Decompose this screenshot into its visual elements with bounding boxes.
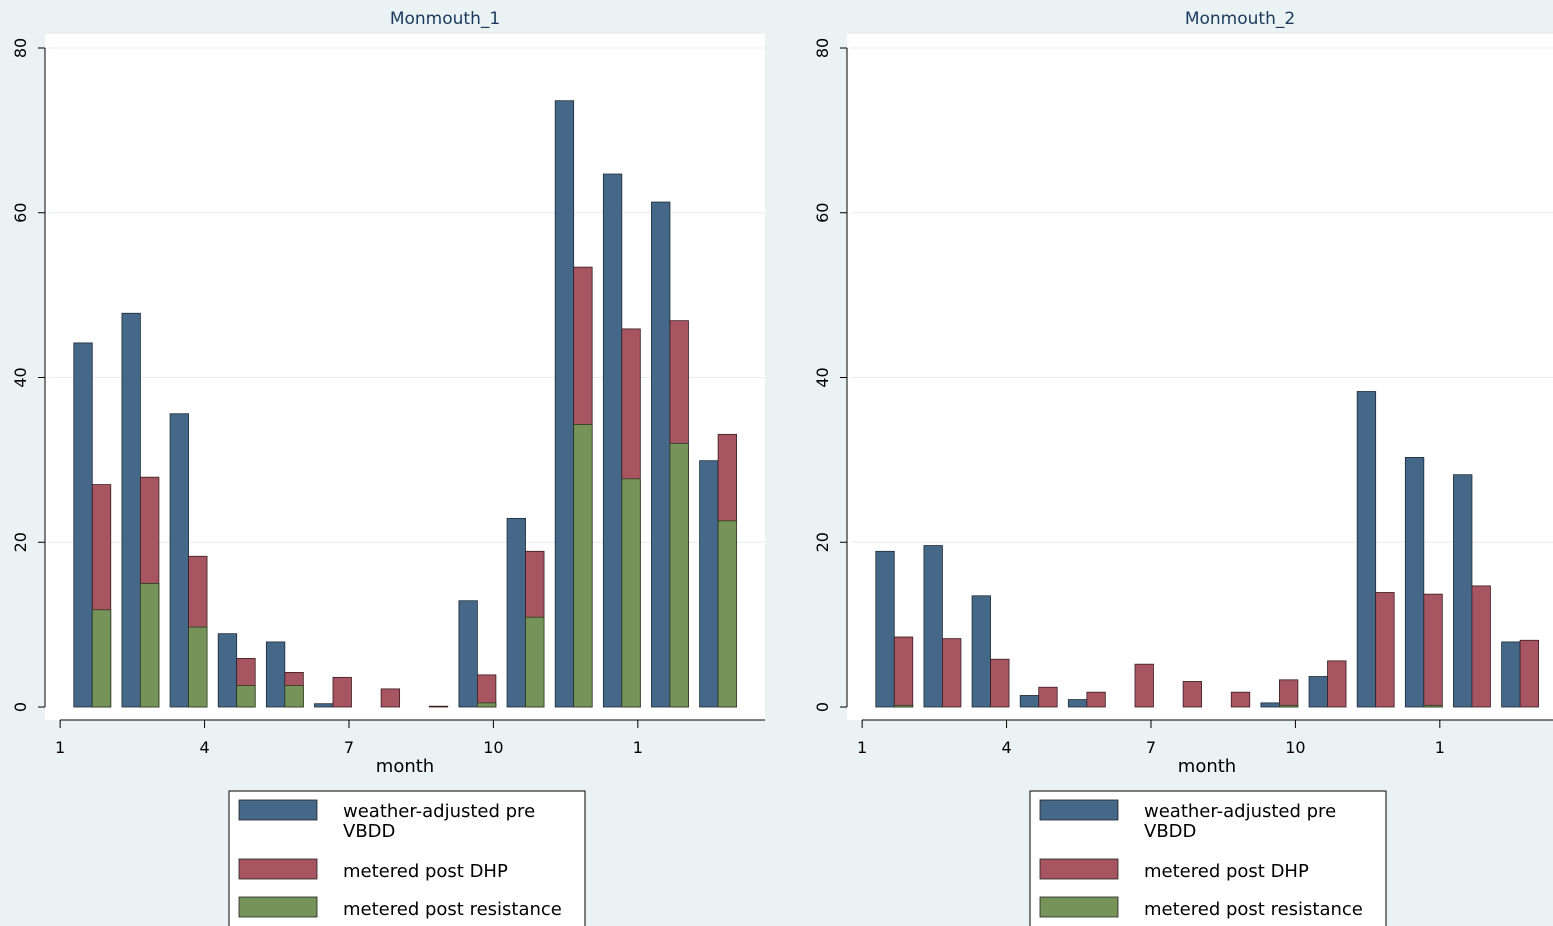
bar-post-dhp: [1182, 681, 1203, 708]
bar-post-resistance: [621, 478, 641, 708]
bar-post-dhp: [380, 688, 401, 708]
legend-label: weather-adjusted pre: [343, 801, 535, 822]
legend-swatch-post-resistance: [1039, 896, 1119, 918]
legend-label: metered post DHP: [1144, 861, 1309, 882]
bar-post-dhp: [1134, 663, 1154, 708]
bar-post-resistance: [140, 583, 160, 708]
bar-post-resistance: [893, 704, 914, 708]
bar-post-dhp: [1038, 686, 1058, 708]
bar-pre-vbdd: [217, 633, 238, 708]
bar-pre-vbdd: [506, 517, 526, 708]
bar-pre-vbdd: [73, 342, 93, 708]
bar-post-resistance: [1423, 704, 1443, 708]
legend-label-continued: VBDD: [343, 821, 395, 842]
y-tick-label: 80: [813, 38, 832, 58]
bar-post-resistance: [236, 685, 256, 708]
x-tick-label: 7: [344, 738, 354, 757]
bar-post-dhp: [1327, 660, 1347, 708]
bar-post-dhp: [332, 676, 352, 708]
bar-pre-vbdd: [121, 312, 141, 708]
bar-post-dhp: [893, 636, 914, 708]
bar-pre-vbdd: [554, 100, 575, 708]
legend-swatch-pre-vbdd: [1039, 799, 1119, 821]
bar-post-resistance: [188, 626, 208, 708]
bar-pre-vbdd: [971, 595, 991, 708]
bar-pre-vbdd: [1356, 391, 1377, 708]
bar-post-dhp: [1086, 691, 1106, 708]
legend-label: metered post resistance: [1144, 899, 1363, 920]
y-tick-label: 20: [813, 532, 832, 552]
x-tick-label: 7: [1146, 738, 1156, 757]
bar-pre-vbdd: [265, 641, 286, 708]
chart-title: Monmouth_2: [1185, 9, 1295, 29]
bar-post-dhp: [1471, 585, 1491, 708]
bar-post-resistance: [525, 616, 545, 708]
bar-pre-vbdd: [1453, 474, 1473, 708]
bar-pre-vbdd: [1260, 702, 1280, 708]
bar-pre-vbdd: [314, 703, 334, 708]
legend-swatch-post-dhp: [238, 858, 318, 880]
bar-pre-vbdd: [602, 173, 623, 708]
y-tick-label: 40: [813, 367, 832, 387]
bar-post-dhp: [1230, 691, 1251, 708]
panel-monmouth-2: Monmouth_2 0 20 40 60 80 1 4 7 10 1 month weather-ad…: [813, 9, 1553, 926]
bar-post-resistance: [1279, 704, 1299, 708]
bar-pre-vbdd: [1308, 676, 1328, 708]
x-axis-label: month: [376, 756, 434, 777]
legend-label-continued: VBDD: [1144, 821, 1196, 842]
bar-pre-vbdd: [651, 201, 671, 708]
legend-swatch-post-dhp: [1039, 858, 1119, 880]
bar-post-dhp: [1279, 679, 1299, 708]
bar-post-dhp: [428, 705, 449, 708]
bar-post-resistance: [284, 685, 304, 708]
legend-swatch-pre-vbdd: [238, 799, 318, 821]
bar-pre-vbdd: [1404, 457, 1425, 708]
legend-label: metered post DHP: [343, 861, 508, 882]
bar-post-resistance: [717, 520, 737, 708]
x-tick-label: 1: [1435, 738, 1445, 757]
bar-post-dhp: [942, 638, 962, 708]
bar-pre-vbdd: [1501, 641, 1521, 708]
bar-post-resistance: [476, 702, 497, 708]
bar-pre-vbdd: [923, 545, 943, 708]
bar-post-resistance: [573, 424, 593, 708]
y-tick-label: 60: [813, 203, 832, 223]
x-tick-label: 10: [1285, 738, 1305, 757]
bar-post-resistance: [91, 609, 112, 708]
chart-title: Monmouth_1: [390, 9, 500, 29]
y-tick-label: 60: [11, 203, 30, 223]
bar-post-dhp: [476, 674, 497, 708]
bar-pre-vbdd: [1019, 695, 1040, 708]
bar-post-resistance: [669, 442, 689, 708]
x-tick-label: 1: [857, 738, 867, 757]
bar-pre-vbdd: [875, 550, 895, 708]
x-axis-label: month: [1178, 756, 1236, 777]
x-tick-label: 4: [199, 738, 209, 757]
bar-post-dhp: [990, 658, 1010, 708]
x-tick-label: 4: [1001, 738, 1011, 757]
bar-post-dhp: [1423, 593, 1443, 708]
x-tick-label: 1: [633, 738, 643, 757]
y-tick-label: 0: [11, 702, 30, 712]
bar-pre-vbdd: [169, 413, 189, 708]
bar-pre-vbdd: [1067, 699, 1088, 708]
y-tick-label: 40: [11, 367, 30, 387]
panel-monmouth-1: Monmouth_1 0 20 40 60 80 1 4 7 10 1 month weather-ad…: [11, 9, 765, 926]
bar-pre-vbdd: [699, 460, 719, 708]
y-tick-label: 20: [11, 532, 30, 552]
legend-label: metered post resistance: [343, 899, 562, 920]
bar-post-dhp: [1519, 639, 1539, 708]
legend-label: weather-adjusted pre: [1144, 801, 1336, 822]
x-tick-label: 1: [55, 738, 65, 757]
legend-swatch-post-resistance: [238, 896, 318, 918]
y-tick-label: 0: [813, 702, 832, 712]
y-tick-label: 80: [11, 38, 30, 58]
bar-post-dhp: [1375, 592, 1395, 708]
x-tick-label: 10: [483, 738, 503, 757]
bar-pre-vbdd: [458, 600, 478, 708]
